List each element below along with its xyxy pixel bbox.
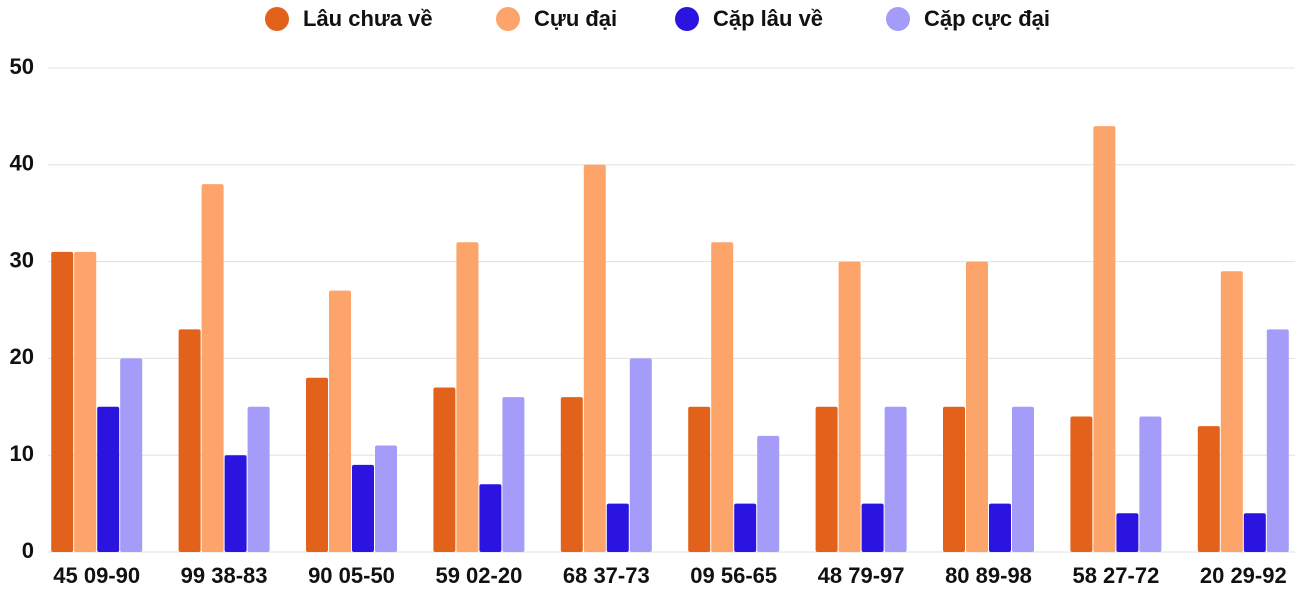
bar — [375, 445, 397, 552]
bar — [688, 406, 711, 552]
legend-label: Cựu đại — [534, 6, 617, 31]
bar — [502, 397, 525, 552]
bar — [815, 406, 838, 552]
bar — [329, 290, 351, 552]
bar — [479, 484, 502, 552]
bar — [1139, 416, 1162, 552]
bar — [734, 503, 757, 552]
bar — [757, 435, 780, 552]
bar — [224, 455, 247, 552]
bar — [1070, 416, 1093, 552]
y-tick-label: 30 — [10, 247, 34, 272]
legend-label: Lâu chưa về — [303, 6, 433, 31]
x-tick-label: 20 29-92 — [1200, 563, 1287, 588]
x-tick-label: 80 89-98 — [945, 563, 1032, 588]
bar — [306, 377, 328, 552]
bar — [201, 184, 224, 552]
bar — [1266, 329, 1289, 552]
y-tick-label: 50 — [10, 54, 34, 79]
legend-marker — [496, 7, 520, 31]
bar — [606, 503, 629, 552]
bar — [1243, 513, 1266, 552]
bar — [1197, 426, 1220, 552]
y-tick-label: 40 — [10, 151, 34, 176]
y-tick-label: 0 — [22, 538, 34, 563]
bar — [560, 397, 583, 552]
bar — [989, 503, 1011, 552]
x-tick-label: 09 56-65 — [690, 563, 777, 588]
y-tick-label: 10 — [10, 441, 34, 466]
bar — [583, 164, 606, 553]
bar — [178, 329, 201, 552]
bar — [74, 251, 97, 553]
bar — [1093, 126, 1116, 552]
x-tick-label: 58 27-72 — [1072, 563, 1159, 588]
bar — [120, 358, 143, 552]
legend-marker — [675, 7, 699, 31]
bar — [943, 406, 965, 552]
bar — [1012, 406, 1034, 552]
bar — [711, 242, 734, 553]
bar — [629, 358, 652, 552]
bar — [838, 261, 861, 552]
x-tick-label: 90 05-50 — [308, 563, 395, 588]
bar — [1220, 271, 1243, 552]
bar — [456, 242, 479, 553]
bar — [51, 251, 74, 553]
legend-marker — [886, 7, 910, 31]
x-tick-label: 59 02-20 — [435, 563, 522, 588]
x-tick-label: 99 38-83 — [181, 563, 268, 588]
legend-label: Cặp lâu về — [713, 6, 823, 31]
bar — [433, 387, 456, 552]
x-tick-label: 68 37-73 — [563, 563, 650, 588]
bar — [884, 406, 907, 552]
legend-marker — [265, 7, 289, 31]
bar — [966, 261, 988, 552]
bar — [352, 464, 374, 552]
legend-label: Cặp cực đại — [924, 6, 1050, 31]
x-tick-label: 45 09-90 — [53, 563, 140, 588]
bar — [97, 406, 120, 552]
bar — [861, 503, 884, 552]
bar — [1116, 513, 1139, 552]
y-tick-label: 20 — [10, 344, 34, 369]
x-tick-label: 48 79-97 — [818, 563, 905, 588]
bar — [247, 406, 270, 552]
